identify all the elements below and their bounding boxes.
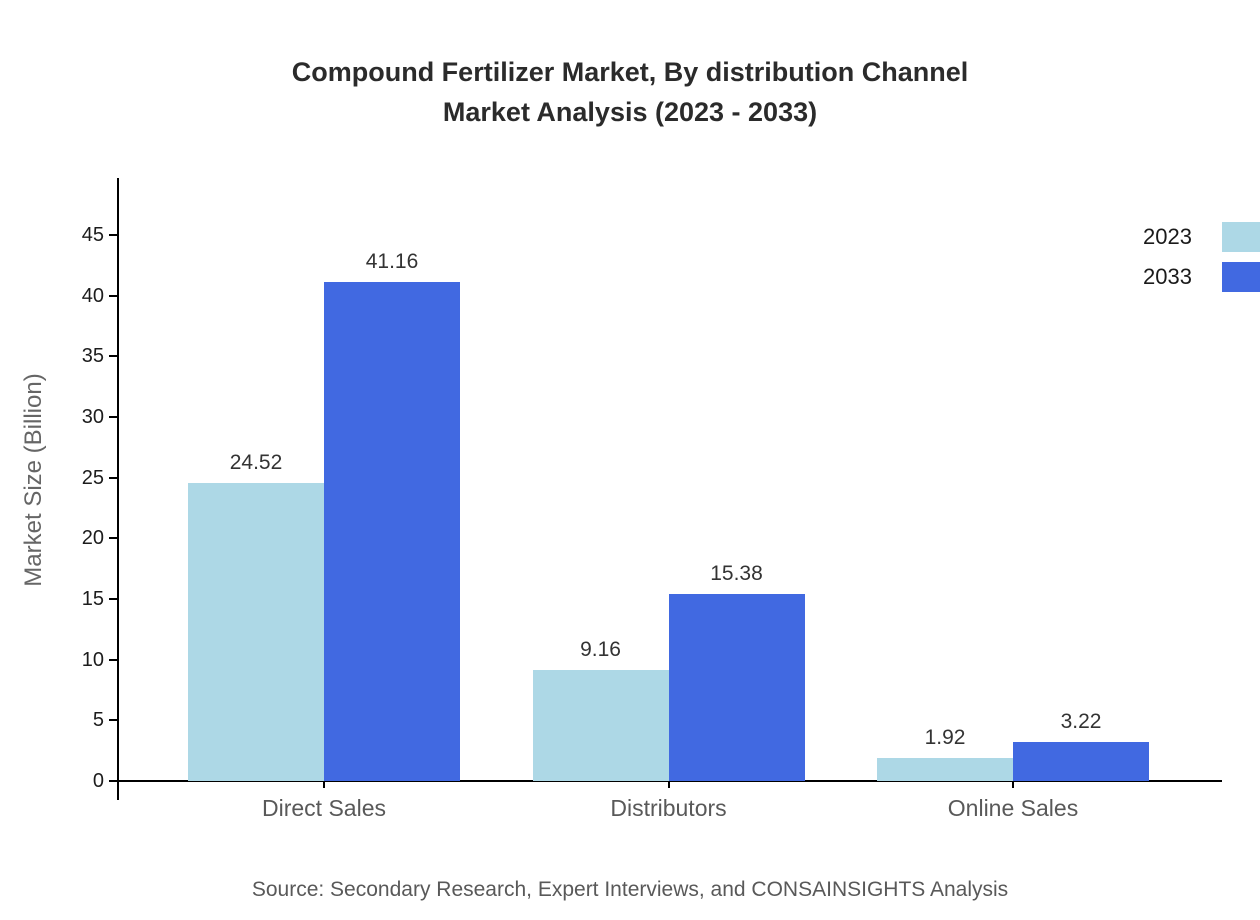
y-tick-label-0: 0	[92, 770, 104, 792]
y-tick-label-20: 20	[81, 527, 104, 550]
legend-swatch-2033	[1222, 262, 1260, 292]
y-tick-mark-20	[109, 537, 117, 540]
y-tick-label-35: 35	[81, 345, 104, 368]
y-tick-label-15: 15	[81, 588, 104, 610]
y-tick-mark-45	[109, 234, 117, 236]
bar-2023-online-sales	[877, 757, 1013, 781]
y-tick-label-25: 25	[81, 466, 104, 489]
bar-value-2033-distributors: 15.38	[710, 562, 763, 586]
y-tick-label-40: 40	[81, 284, 104, 307]
y-axis-spine	[117, 178, 119, 800]
y-tick-label-10: 10	[81, 648, 104, 671]
legend-swatch-2023	[1222, 222, 1260, 252]
legend-item-2033: 2033	[1143, 262, 1260, 292]
x-tick-mark-online-sales	[1012, 782, 1014, 788]
bar-2033-direct-sales	[324, 281, 460, 781]
bar-2033-distributors	[668, 594, 805, 781]
bar-value-2023-distributors: 9.16	[580, 637, 621, 661]
legend-item-2023: 2023	[1143, 222, 1260, 252]
x-tick-mark-direct-sales	[323, 782, 325, 788]
y-tick-label-45: 45	[81, 224, 104, 246]
y-axis-label: Market Size (Billion)	[20, 373, 47, 587]
x-tick-mark-distributors	[667, 782, 670, 788]
legend-label-2023: 2023	[1143, 224, 1192, 249]
y-tick-mark-40	[109, 294, 117, 297]
x-axis-spine	[117, 780, 1222, 782]
y-tick-mark-35	[109, 355, 117, 358]
bar-value-2023-direct-sales: 24.52	[229, 451, 283, 475]
y-tick-mark-5	[109, 719, 117, 722]
y-tick-label-30: 30	[81, 406, 104, 428]
legend: 2023 2033	[1143, 222, 1260, 302]
bar-value-2023-online-sales: 1.92	[924, 725, 966, 749]
category-label-direct-sales: Direct Sales	[262, 795, 386, 821]
bar-value-2033-online-sales: 3.22	[1060, 709, 1102, 733]
y-tick-mark-15	[109, 598, 117, 600]
source-note: Source: Secondary Research, Expert Inter…	[251, 878, 1009, 901]
y-tick-mark-0	[109, 780, 117, 782]
y-tick-mark-30	[109, 416, 117, 418]
bar-2023-distributors	[532, 669, 669, 781]
legend-label-2033: 2033	[1143, 264, 1192, 289]
category-label-distributors: Distributors	[610, 795, 727, 821]
bar-2023-direct-sales	[188, 483, 324, 781]
category-label-online-sales: Online Sales	[947, 795, 1079, 821]
chart-title-line1: Compound Fertilizer Market, By distribut…	[291, 57, 969, 87]
chart-title: Compound Fertilizer Market, By distribut…	[0, 52, 1260, 132]
y-tick-label-5: 5	[92, 709, 104, 732]
y-tick-mark-10	[109, 658, 117, 661]
chart-title-line2: Market Analysis (2023 - 2033)	[442, 97, 818, 127]
y-tick-mark-25	[109, 476, 117, 479]
bar-value-2033-direct-sales: 41.16	[365, 249, 419, 273]
bar-2033-online-sales	[1013, 741, 1149, 781]
